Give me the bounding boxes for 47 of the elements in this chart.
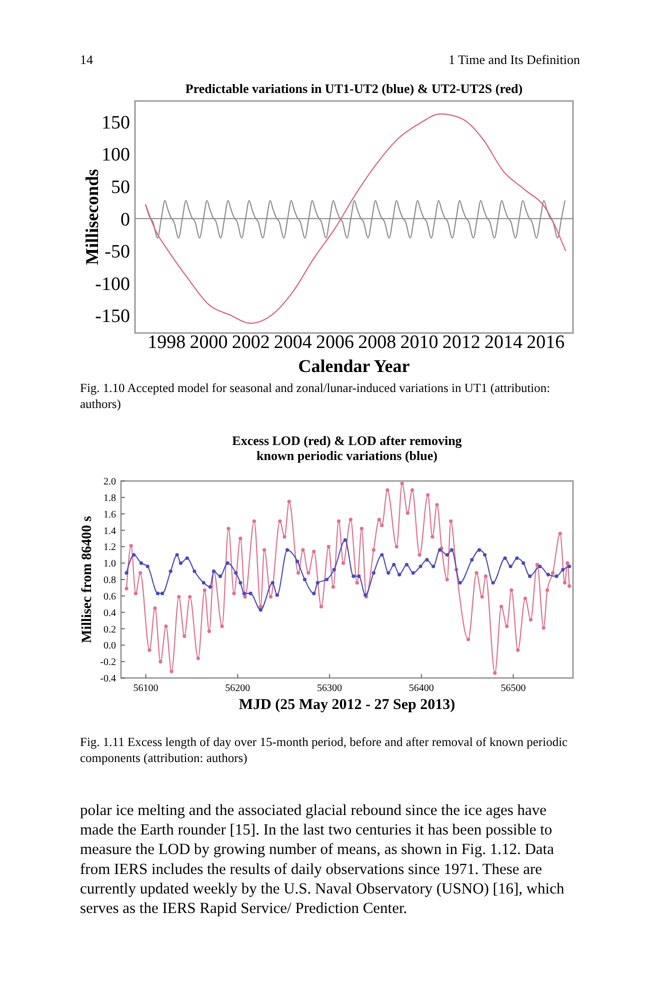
y-axis-title: Millisec from 86400 s (80, 516, 95, 643)
y-tick-label: 0.4 (104, 608, 116, 619)
x-tick-label: 2010 (400, 332, 438, 353)
y-tick-label: -0.2 (100, 657, 116, 668)
x-tick-label: 2012 (442, 332, 480, 353)
y-tick-label: 0.8 (104, 575, 116, 586)
caption: Fig. 1.11 Excess length of day over 15-month period, before and after removal of known periodic components (attribution: authors) (80, 735, 568, 765)
x-tick-label: 56300 (317, 683, 342, 694)
y-tick-label: 0.6 (104, 591, 116, 602)
y-tick-label: 1.4 (104, 526, 116, 537)
y-axis-title: Milliseconds (82, 168, 102, 266)
chart-title: Excess LOD (red) & LOD after removing known periodic variations (blue) (232, 433, 462, 463)
x-tick-label: 2000 (190, 332, 228, 353)
y-tick-label: 150 (102, 112, 130, 134)
text: 1 Time and Its Definition (448, 52, 580, 67)
x-tick-label: 2002 (232, 332, 270, 353)
y-tick-label: 1.2 (104, 542, 116, 554)
y-tick-label: -150 (95, 306, 130, 328)
y-tick-label: 50 (111, 176, 130, 198)
y-tick-label: -50 (104, 242, 130, 263)
x-tick-label: 1998 (148, 332, 186, 353)
y-tick-label: -0.4 (100, 674, 116, 684)
y-tick-label: 100 (102, 144, 130, 166)
text: 14 (80, 52, 94, 67)
y-tick-label: 0 (120, 209, 130, 230)
x-tick-label: 56400 (408, 683, 434, 694)
x-tick-label: 56500 (500, 683, 526, 694)
caption: Fig. 1.10 Accepted model for seasonal and zonal/lunar-induced variations in UT1 (attribution: authors) (80, 381, 550, 411)
line-series (144, 113, 566, 324)
y-tick-label: 1.0 (104, 558, 116, 570)
x-tick-label: 2008 (358, 332, 396, 353)
x-tick-label: 56100 (133, 683, 158, 694)
x-tick-label: 56200 (225, 683, 250, 694)
y-tick-label: 0.2 (104, 624, 116, 636)
y-tick-label: -100 (95, 274, 130, 295)
y-tick-label: 1.6 (104, 509, 116, 520)
y-tick-label: 0.0 (104, 640, 116, 652)
chart-title: Predictable variations in UT1-UT2 (blue) & UT2-UT2S (red) (185, 81, 523, 96)
x-tick-label: 2014 (484, 332, 524, 353)
y-tick-label: 2.0 (104, 476, 116, 488)
text: polar ice melting and the associated glacial rebound since the ice ages have made the Earth rounder [15]. In the last two centuries it has been possible to measure the LOD by growing number of means, as shown in Fig. 1.12. Data from IERS includes the results of daily observations since 1971. These are currently updated weekly by the U.S. Naval Observatory (USNO) [16], which serves as the IERS Rapid Service/ Prediction Center. (80, 802, 564, 917)
x-axis-title: MJD (25 May 2012 - 27 Sep 2013) (238, 697, 456, 713)
y-tick-label: 1.8 (104, 492, 116, 504)
x-tick-label: 2004 (274, 332, 312, 353)
x-tick-label: 2006 (316, 332, 354, 353)
x-axis-title: Calendar Year (298, 356, 410, 376)
x-tick-label: 2016 (526, 332, 565, 353)
